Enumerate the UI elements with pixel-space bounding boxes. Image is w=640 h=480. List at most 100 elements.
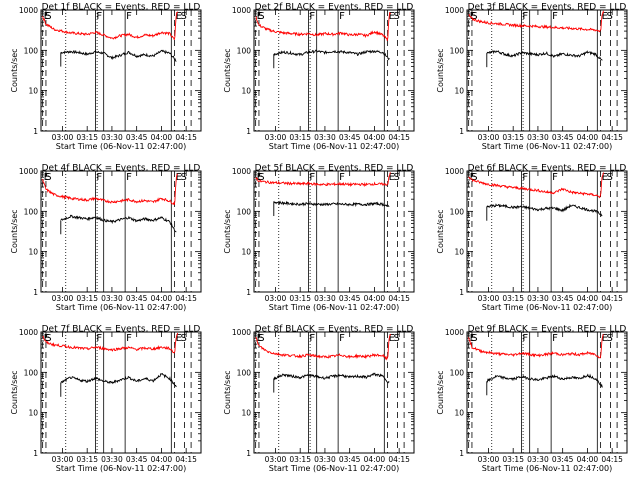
plot-frame (40, 170, 202, 293)
x-tick-label: 03:00 (265, 455, 287, 464)
y-tick-label: 1000 (445, 328, 464, 337)
marker-label: E (176, 11, 182, 22)
x-tick-label: 03:00 (52, 133, 74, 142)
panel-det-6: Det 6f BLACK = Events, RED = LLD 1 10 100 10… (436, 164, 628, 312)
y-tick-label: 1 (459, 449, 464, 458)
x-tick-label: 03:30 (314, 294, 336, 303)
panel-title: Det 7f BLACK = Events, RED = LLD (42, 325, 201, 335)
x-tick-label: 03:15 (76, 455, 98, 464)
marker-label: S (258, 172, 264, 183)
x-axis-label: Start Time (06-Nov-11 02:47:00) (56, 464, 186, 473)
marker-label: F (339, 333, 345, 344)
x-axis-label: Start Time (06-Nov-11 02:47:00) (269, 464, 399, 473)
y-tick-label: 1 (246, 449, 251, 458)
x-tick-label: 04:15 (388, 294, 410, 303)
x-axis-label: Start Time (06-Nov-11 02:47:00) (269, 142, 399, 151)
marker-label: E (44, 333, 50, 344)
x-tick-label: 04:00 (151, 133, 173, 142)
marker-label: S (45, 333, 51, 344)
marker-label: S (45, 172, 51, 183)
marker-label: S (45, 11, 51, 22)
x-tick-label: 03:00 (478, 455, 500, 464)
series-lld-line (255, 11, 392, 41)
y-tick-label: 10 (454, 409, 464, 418)
y-tick-label: 1 (33, 288, 38, 297)
marker-label: E (44, 172, 50, 183)
x-tick-label: 03:00 (478, 133, 500, 142)
x-tick-label: 03:15 (76, 294, 98, 303)
y-tick-label: 10 (454, 87, 464, 96)
x-tick-label: 03:15 (76, 133, 98, 142)
plot-frame (466, 331, 628, 454)
marker-label: E (602, 172, 608, 183)
y-axis-label: Counts/sec (10, 209, 19, 253)
y-tick-label: 1000 (232, 6, 251, 15)
series-events-line (60, 372, 177, 388)
y-tick-label: 1 (459, 127, 464, 136)
marker-label: S (607, 333, 613, 344)
series-events-line (273, 372, 390, 384)
series-events-line (60, 214, 177, 233)
x-axis-label: Start Time (06-Nov-11 02:47:00) (269, 303, 399, 312)
plot-frame (253, 9, 415, 132)
x-tick-label: 03:15 (502, 294, 524, 303)
y-axis-label: Counts/sec (10, 48, 19, 92)
panel-det-8: Det 8f BLACK = Events, RED = LLD 1 10 100 10… (223, 325, 415, 473)
marker-label: F (522, 172, 528, 183)
marker-label: F (126, 333, 132, 344)
y-tick-label: 1000 (232, 167, 251, 176)
x-tick-label: 03:15 (289, 294, 311, 303)
series-events-line (60, 49, 177, 62)
panel-title: Det 6f BLACK = Events, RED = LLD (468, 164, 627, 174)
y-tick-label: 1000 (445, 6, 464, 15)
marker-label: E (470, 172, 476, 183)
x-tick-label: 04:00 (151, 294, 173, 303)
panel-det-3: Det 3f BLACK = Events, RED = LLD 1 10 100 10… (436, 3, 628, 151)
series-events-line (486, 50, 603, 61)
marker-label: F (552, 333, 558, 344)
plot-frame (466, 9, 628, 132)
y-tick-label: 1000 (19, 328, 38, 337)
series-events-line (273, 200, 390, 208)
marker-label: S (471, 11, 477, 22)
plot-frame (253, 170, 415, 293)
marker-label: E (257, 333, 263, 344)
marker-label: E (257, 11, 263, 22)
series-lld-line (468, 172, 605, 199)
x-tick-label: 03:30 (527, 455, 549, 464)
marker-label: F (126, 11, 132, 22)
y-tick-label: 100 (237, 46, 252, 55)
x-tick-label: 03:45 (552, 294, 574, 303)
x-tick-label: 03:45 (339, 133, 361, 142)
marker-label: E (389, 11, 395, 22)
x-tick-label: 03:30 (314, 133, 336, 142)
y-tick-label: 1 (246, 127, 251, 136)
series-lld-line (255, 172, 391, 188)
marker-label: E (389, 333, 395, 344)
y-tick-label: 100 (450, 46, 465, 55)
y-tick-label: 1000 (19, 6, 38, 15)
marker-label: S (471, 333, 477, 344)
x-tick-label: 03:45 (552, 133, 574, 142)
series-lld-line (42, 173, 179, 206)
x-tick-label: 03:45 (126, 455, 148, 464)
x-tick-label: 04:00 (364, 133, 386, 142)
y-axis-label: Counts/sec (223, 370, 232, 414)
series-events-line (486, 373, 603, 388)
marker-label: F (522, 11, 528, 22)
x-tick-label: 03:30 (101, 294, 123, 303)
y-axis-label: Counts/sec (223, 209, 232, 253)
y-axis-label: Counts/sec (223, 48, 232, 92)
x-tick-label: 04:15 (175, 455, 197, 464)
marker-label: F (522, 333, 528, 344)
x-tick-label: 04:15 (601, 294, 623, 303)
marker-label: F (339, 172, 345, 183)
panel-det-7: Det 7f BLACK = Events, RED = LLD 1 10 100 10… (10, 325, 202, 473)
x-tick-label: 04:15 (601, 455, 623, 464)
x-tick-label: 03:45 (339, 455, 361, 464)
marker-label: E (389, 172, 395, 183)
marker-label: F (126, 172, 132, 183)
x-tick-label: 04:15 (175, 294, 197, 303)
x-tick-label: 03:45 (339, 294, 361, 303)
y-tick-label: 100 (450, 368, 465, 377)
